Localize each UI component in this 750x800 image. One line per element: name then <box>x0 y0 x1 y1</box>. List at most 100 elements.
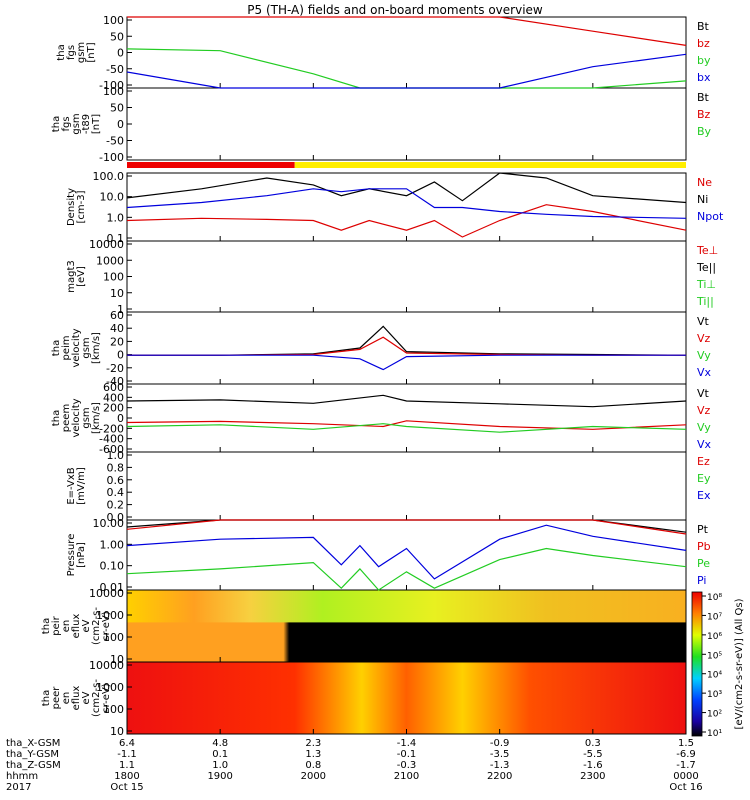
colorbar-ticks: 10⁸ 10⁷ 10⁶ 10⁵ 10⁴ 10³ 10² 10¹ <box>702 593 722 739</box>
legend-Npot: Npot <box>697 210 724 223</box>
time-axis-labels: tha_X-GSM 6.4 4.8 2.3 -1.4 -0.9 0.3 1.5 tha_Y-GS… <box>6 738 703 793</box>
y-tick-label: 1 <box>117 303 124 316</box>
panel-peer: 10000 1000 100 10 thapeerenefluxeV(cm2-s-sr-… <box>41 659 687 738</box>
y-axis-label-line: eV <box>81 691 92 704</box>
legend-Bz: Bz <box>697 108 711 121</box>
y-tick-label: 100 <box>103 85 124 98</box>
y-tick-label: -20 <box>106 362 124 375</box>
legend-Vz: Vz <box>697 404 711 417</box>
axis-row-value: 1800 <box>114 771 139 782</box>
legend-bx: bx <box>697 71 711 84</box>
y-axis-label: E=-VxB[mV/m] <box>66 467 87 505</box>
legend-Vx: Vx <box>697 438 712 451</box>
y-tick-label: 1.0 <box>107 211 125 224</box>
panel-frame <box>126 383 687 453</box>
y-tick-label: 400 <box>103 391 124 404</box>
colorbar-tick-label: 10³ <box>707 690 722 700</box>
axis-row-value: 2200 <box>487 771 512 782</box>
y-axis-label-line: [nT] <box>86 42 97 62</box>
y-tick-label: 0 <box>117 47 124 60</box>
y-tick-label: -400 <box>99 433 124 446</box>
y-tick-label: 0.01 <box>100 581 125 594</box>
y-axis-label-line: [km/s] <box>91 332 102 364</box>
y-tick-label: -600 <box>99 443 124 456</box>
y-tick-label: 0 <box>117 349 124 362</box>
y-tick-label: 40 <box>110 322 124 335</box>
axis-row-value: -5.5 <box>583 749 603 760</box>
series-bz <box>127 16 687 46</box>
legend-bz: bz <box>697 37 710 50</box>
legend-Vy: Vy <box>697 421 711 434</box>
y-tick-label: -100 <box>99 79 124 92</box>
axis-row-value: 1.1 <box>119 760 135 771</box>
legend-By: By <box>697 125 712 138</box>
series-Vy <box>126 423 687 433</box>
y-tick-label: 0.6 <box>107 474 125 487</box>
y-tick-label: 0 <box>117 412 124 425</box>
legend-Ex: Ex <box>697 489 711 502</box>
y-axis-label-line: eflux <box>71 614 82 639</box>
axis-row-value: 2.3 <box>305 738 321 749</box>
y-axis-label-line: eV <box>81 619 92 632</box>
panel-peir: 10000 1000 100 10 thapeirenefluxeV(cm2-s-sr-… <box>41 587 687 666</box>
y-tick-label: 600 <box>103 381 124 394</box>
panel-frame <box>126 240 687 313</box>
series-Vt <box>127 325 687 356</box>
axis-row-value: 2300 <box>580 771 605 782</box>
y-tick-label: 50 <box>110 30 124 43</box>
y-axis-label-line: tha <box>51 116 62 132</box>
axis-row-value: 1.5 <box>678 738 694 749</box>
y-axis-label: thapeirenefluxeV(cm2-s-sr-eV) <box>41 607 112 645</box>
series-Pi <box>126 547 687 591</box>
figure-title: P5 (TH-A) fields and on-board moments ov… <box>247 3 543 17</box>
axis-row-value: 1.0 <box>212 760 228 771</box>
series-Pb <box>126 519 687 535</box>
y-tick-label: 10.0 <box>100 191 125 204</box>
legend-Pt: Pt <box>697 523 709 536</box>
y-tick-label: 0.10 <box>100 560 125 573</box>
series-Npot <box>126 188 687 219</box>
y-axis-label: magt3[eV] <box>66 260 87 293</box>
y-axis-label-line: sr-eV) <box>101 611 112 640</box>
axis-row-value: 0000 <box>673 771 698 782</box>
axis-row-value: 1900 <box>207 771 232 782</box>
legend-Vt: Vt <box>697 315 710 328</box>
y-axis-label: thafgsgsm[nT] <box>56 42 97 63</box>
y-tick-label: -50 <box>106 135 124 148</box>
y-axis-label: thapeimvelocitygsm[km/s] <box>51 328 102 367</box>
colorbar-tick-label: 10¹ <box>707 729 722 739</box>
panel-frame <box>126 16 687 89</box>
y-tick-label: 10.00 <box>93 517 125 530</box>
y-axis-label-line: gsm <box>71 113 82 134</box>
y-axis-label-line: sr-eV) <box>101 683 112 712</box>
panel-pressure: 10.00 1.00 0.10 0.01 Pressure[nPa] Pt Pb Pe Pi <box>66 517 711 594</box>
y-tick-label: 100 <box>103 14 124 27</box>
y-tick-label: 10 <box>110 653 124 666</box>
y-axis-label-line: peir <box>51 615 62 635</box>
y-axis-label-line: (cm2-s- <box>91 607 102 645</box>
axis-row-value: 0.3 <box>585 738 601 749</box>
y-axis-label-line: [km/s] <box>91 402 102 434</box>
series-Pe <box>126 524 687 580</box>
legend-Te⊥: Te⊥ <box>696 244 718 257</box>
panel-frame <box>126 519 687 591</box>
axis-row-value: Oct 16 <box>669 782 702 793</box>
y-axis-label-line: fgs <box>66 45 77 60</box>
axis-row-value: -1.6 <box>583 760 603 771</box>
colorbar-tick-label: 10⁴ <box>707 671 722 681</box>
y-tick-label: 200 <box>103 402 124 415</box>
y-axis-label: thafgsgsm-t89[nT] <box>51 113 102 134</box>
y-axis-label-line: gsm <box>81 407 92 428</box>
axis-row-value: Oct 15 <box>110 782 143 793</box>
y-tick-label: 1000 <box>96 609 124 622</box>
series-Ne <box>126 204 687 238</box>
legend-Te||: Te|| <box>696 261 716 274</box>
axis-row-value: -0.9 <box>490 738 510 749</box>
series-Ni <box>126 172 687 204</box>
y-axis-label: thapeemvelocitygsm[km/s] <box>51 398 102 437</box>
legend-Ez: Ez <box>697 455 710 468</box>
legend-Pi: Pi <box>697 574 706 587</box>
y-tick-label: -50 <box>106 63 124 76</box>
